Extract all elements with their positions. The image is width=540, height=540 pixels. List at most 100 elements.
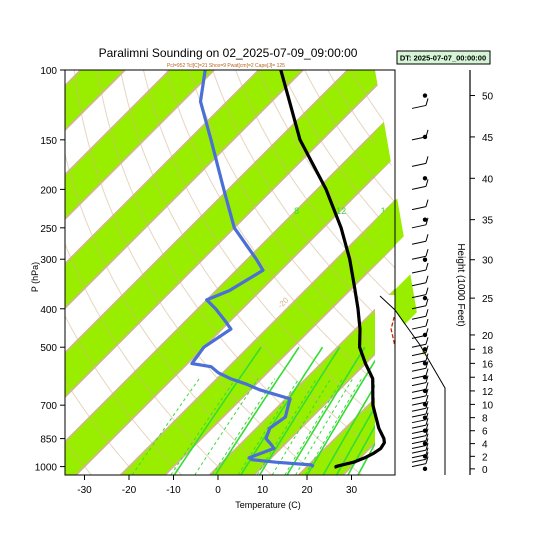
wind-barb-shaft [411,255,427,260]
wind-barb-shaft [411,419,427,424]
height-tick-label: 10 [482,400,494,411]
height-tick-label: 35 [482,216,494,227]
wind-barb-flag [425,401,429,409]
wind-panel-mask [375,70,465,475]
dry-adiabat-line [212,70,395,334]
dashed-adiabat-line [211,378,276,475]
p-tick-label: 300 [40,255,57,266]
chart-subtitle: Pcl=952 Tcl[C]=21 Shox=9 Pwat[cm]=2 Cape… [167,63,285,69]
wind-barb-flag [425,199,429,207]
wind-barb-flag [425,395,429,403]
dry-adiabat-line [258,70,395,269]
dashed-adiabat-line [237,378,300,475]
wind-barb-shaft [411,325,427,330]
wind-barb-flag [425,412,429,420]
wind-barb-flag [425,287,429,295]
x-tick-label: -10 [166,485,181,496]
mixing-ratio-line [214,346,300,475]
dry-adiabat-line [73,70,318,475]
height-tick-label: 0 [482,465,488,476]
wind-barb-shaft [411,269,427,274]
wind-barb-flag [425,433,429,441]
wind-barb-flag [425,428,429,436]
x-tick-label: 20 [301,485,313,496]
temperature-line [279,70,386,469]
wind-barb-shaft [411,367,427,372]
dt-box-frame [396,50,491,65]
wind-barb-flag [425,423,429,431]
isotherm-line [65,70,215,221]
isotherm-line [65,70,171,176]
wind-level-dot [422,466,428,472]
dt-box: DT: 2025-07-07_00:00:00 [396,50,491,65]
wind-barb-shaft [411,334,427,339]
x-tick-label: -30 [77,485,92,496]
x-tick-label: 0 [215,485,221,496]
wind-barb-flag [425,438,429,446]
wind-barb-flag [425,217,429,225]
wind-barb-flag [425,298,429,306]
p-tick-label: 500 [40,343,57,354]
wind-barb-shaft [411,413,427,418]
x-tick-label: 30 [346,485,358,496]
dry-adiabat-line [235,70,395,302]
wind-barb-shaft [411,104,427,109]
isotherm-line [65,70,260,265]
p-tick-label: 400 [40,305,57,316]
height-tick-label: 45 [482,133,494,144]
wind-level-dot [422,93,428,98]
dt-box-label: DT: 2025-07-07_00:00:00 [400,54,486,63]
height-tick-label: 4 [482,440,488,451]
wind-barb-flag [425,361,429,369]
x-tick-label: -20 [122,485,137,496]
wind-level-dot [422,176,428,181]
p-tick-label: 250 [40,224,57,235]
height-tick-label: 20 [482,331,494,342]
isotherm-lines: -200204060 [65,70,395,475]
isotherm-line [209,288,395,475]
mixing-ratio-label: 8 [294,206,299,216]
dry-adiabat-line [142,70,395,433]
dashed-adiabat-line [194,378,259,475]
height-tick-label: 2 [482,452,488,463]
wind-barb-flag [425,353,429,361]
wind-barb-shaft [411,395,427,400]
height-tick-label: 16 [482,359,494,370]
height-axis-label: Height (1000 Feet) [455,243,466,326]
wind-barb-shaft [411,294,427,299]
mixing-ratio-label: 12 [336,206,346,216]
wind-barb-flag [425,406,429,415]
wind-barb-shaft [411,407,427,412]
p-tick-label: 700 [40,401,57,412]
height-tick-label: 14 [482,373,494,384]
wind-barb-flag [425,179,429,187]
wind-barb-shaft [411,382,427,387]
wind-barb-flag [425,249,429,257]
plot-frame [64,69,396,476]
wind-barb-flag [425,337,429,345]
mixing-ratio-label: 24 [470,206,480,216]
isotherm-line [253,332,395,475]
wind-level-dot [422,347,428,352]
mixing-ratio-line [258,346,341,475]
wind-barb-shaft [411,282,427,287]
isotherm-line [75,154,395,475]
isotherm-line [298,377,395,475]
dewpoint-line [190,70,315,468]
isotherm-line [65,110,395,443]
wind-level-dot [422,361,428,366]
dry-adiabat-line [65,379,137,475]
dry-adiabat-line [165,70,395,400]
wind-barb-flag [425,368,429,376]
parcel-line [390,317,395,349]
dry-adiabat-line [65,152,273,475]
height-axis-ticks: 0 24 6 8 10 12 14 16 18 20 25 30 35 40 45 50 [422,70,494,476]
dashed-adiabat-line [170,378,237,475]
dry-adiabat-line [65,242,228,475]
height-tick-label: 12 [482,387,494,398]
wind-barb-shaft [411,305,427,310]
wind-barb-shaft [411,429,427,434]
mixing-ratio-line [306,346,384,475]
y-axis-label: P (hPa) [30,262,40,292]
